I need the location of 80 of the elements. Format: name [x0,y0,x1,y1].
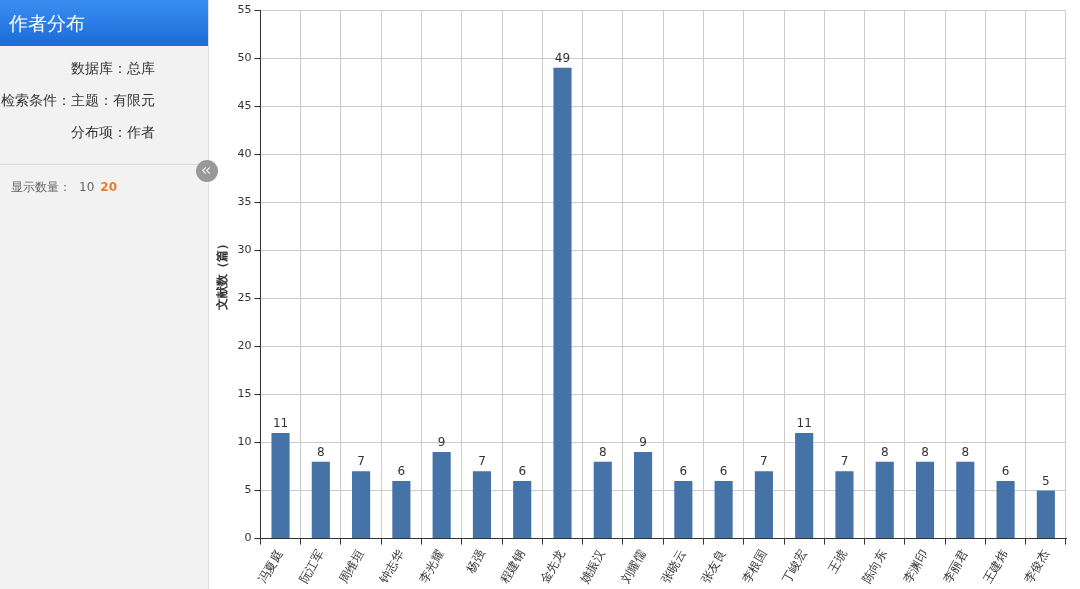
y-tick-label: 5 [244,483,252,497]
data-label: 9 [437,435,446,450]
text: 20 [100,180,117,194]
x-tick-label: 李光耀 [416,547,447,586]
x-tick-label: 张晓云 [658,547,689,586]
bar [311,461,330,539]
data-label: 8 [598,444,607,459]
y-tick-label: 15 [237,387,252,401]
x-tick-label: 刘耀儒 [618,547,649,586]
bar [513,480,532,539]
data-label: 11 [272,416,289,431]
bar [915,461,935,539]
x-tick-label: 李根国 [739,547,770,586]
bar [714,480,733,539]
data-label: 8 [317,444,325,459]
data-label: 7 [760,454,768,469]
y-tick-label: 25 [237,291,252,305]
y-tick-label: 55 [237,2,252,16]
x-tick-label: 陈向东 [859,547,891,586]
data-label: 6 [679,464,688,479]
y-tick-label: 10 [237,435,252,449]
data-label: 6 [397,464,406,479]
bar [432,452,451,539]
y-tick-label: 40 [237,147,252,161]
data-label: 6 [518,464,527,479]
bar [271,432,290,539]
x-tick-label: 金先龙 [537,547,568,586]
bar [996,480,1015,539]
x-tick-label: 李丽君 [940,547,971,586]
y-tick-label: 30 [237,243,252,257]
bar [472,471,491,539]
x-tick-label: 阮江军 [296,547,327,586]
text: 显示数量： [11,180,71,194]
data-label: 5 [1042,473,1050,488]
y-tick-label: 20 [237,339,252,353]
y-tick-label: 50 [237,50,252,64]
bar [392,480,411,539]
data-label: 7 [357,454,365,469]
bar [835,471,854,539]
x-tick-label: 丁峻宏 [779,547,810,586]
y-tick-label: 35 [237,195,252,209]
text: 10 [79,180,95,194]
x-tick-label: 姚振汉 [577,547,609,586]
x-tick-label: 杨强 [462,547,488,576]
x-tick-label: 王建炜 [980,547,1011,586]
bar [1036,490,1055,539]
text: 分布项：作者 [70,124,156,142]
bar [352,471,371,539]
data-label: 8 [921,444,929,459]
x-tick-label: 李俊杰 [1021,547,1052,586]
text: 数据库：总库 [70,60,156,78]
x-tick-label: 张友良 [698,547,729,586]
data-label: 6 [1001,464,1010,479]
data-label: 7 [478,454,486,469]
bar [553,67,572,539]
data-label: 8 [961,444,970,459]
bar [634,452,653,539]
y-axis-title: 文献数（篇） [215,238,230,312]
x-tick-label: 周维垣 [336,547,367,586]
bar [754,471,773,539]
x-tick-label: 程建钢 [497,547,528,586]
x-tick-label: 钟志华 [376,547,407,587]
y-tick-label: 45 [237,98,252,112]
data-label: 6 [719,464,728,479]
bar [674,480,693,539]
data-label: 11 [796,416,812,431]
bar [795,432,814,539]
data-label: 9 [639,435,647,450]
y-tick-label: 0 [244,531,252,545]
x-tick-label: 冯夏庭 [255,547,286,586]
x-tick-label: 王琥 [825,547,850,576]
text: 检索条件：主题：有限元 [0,92,156,110]
bar [875,461,894,539]
bar [593,461,612,539]
data-label: 7 [840,454,849,469]
data-label: 8 [880,444,889,459]
data-label: 49 [554,50,571,65]
bar [956,461,975,539]
x-tick-label: 李渊印 [900,547,931,586]
text: 作者分布 [0,0,208,46]
